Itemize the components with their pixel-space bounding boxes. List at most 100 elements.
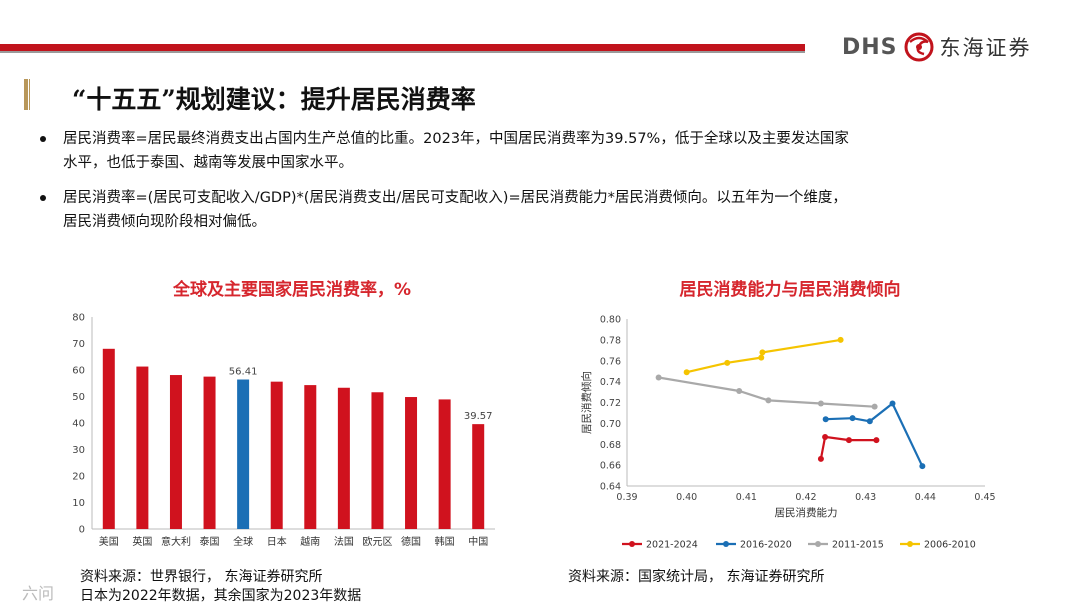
header-red-bar [0, 44, 805, 51]
brand-logo: DHS 东海证券 [842, 30, 1032, 64]
x-tick-label: 泰国 [200, 535, 220, 548]
title-accent-bar [24, 79, 28, 110]
x-tick-label: 韩国 [435, 535, 455, 548]
bar [102, 348, 115, 529]
data-label: 39.57 [464, 411, 493, 422]
legend-label: 2021-2024 [646, 540, 698, 551]
series-point [889, 400, 896, 407]
bar [371, 392, 384, 529]
data-label: 56.41 [229, 367, 258, 378]
bar [203, 376, 216, 529]
y-tick-label: 0.80 [600, 315, 621, 326]
legend-swatch-point [723, 541, 729, 547]
title-accent-line [29, 79, 30, 110]
x-tick-label: 中国 [468, 535, 488, 548]
legend-swatch-point [907, 541, 913, 547]
bullet-list: 居民消费率=居民最终消费支出占国内生产总值的比重。2023年，中国居民消费率为3… [40, 127, 1010, 245]
series-point [873, 437, 880, 444]
x-tick-label: 法国 [334, 535, 354, 548]
series-point [683, 369, 690, 376]
legend-label: 2006-2010 [924, 540, 976, 551]
series-point [817, 400, 824, 407]
y-tick-label: 0.70 [600, 419, 621, 430]
y-tick-label: 40 [72, 419, 85, 430]
series-point [845, 437, 852, 444]
bar [169, 375, 182, 529]
source-note-right: 资料来源：国家统计局， 东海证券研究所 [568, 569, 825, 585]
x-tick-label: 0.40 [676, 492, 697, 503]
bar-chart-title: 全球及主要国家居民消费率，% [172, 280, 412, 300]
watermark: 六问 [22, 584, 55, 603]
series-point [822, 433, 829, 440]
bullet-dot [40, 195, 46, 201]
source-left-line: 资料来源：世界银行， 东海证券研究所 [80, 569, 323, 585]
y-tick-label: 0 [79, 525, 85, 536]
bar [237, 379, 250, 529]
y-tick-label: 80 [72, 313, 85, 324]
bullet-line: 居民消费倾向现阶段相对偏低。 [63, 214, 266, 230]
series-line [825, 401, 924, 467]
y-tick-label: 60 [72, 366, 85, 377]
bar [438, 399, 451, 529]
series-point [822, 416, 829, 423]
bullet-line: 居民消费率=居民最终消费支出占国内生产总值的比重。2023年，中国居民消费率为3… [63, 131, 849, 147]
series-point [817, 455, 824, 462]
brand-latin: DHS [842, 34, 898, 60]
y-tick-label: 30 [72, 445, 85, 456]
series-point [724, 359, 731, 366]
bullet-line: 居民消费率=(居民可支配收入/GDP)*(居民消费支出/居民可支配收入)=居民消… [63, 190, 847, 206]
series-point [837, 336, 844, 343]
series-point [759, 349, 766, 356]
legend-swatch-point [815, 541, 821, 547]
x-tick-label: 美国 [99, 535, 119, 548]
x-tick-label: 0.42 [795, 492, 816, 503]
bar [136, 366, 149, 529]
bullet-line: 水平，也低于泰国、越南等发展中国家水平。 [63, 155, 353, 171]
bullet-item: 居民消费率=(居民可支配收入/GDP)*(居民消费支出/居民可支配收入)=居民消… [40, 186, 1010, 234]
series-point [765, 397, 772, 404]
y-tick-label: 10 [72, 498, 85, 509]
series-point [655, 374, 662, 381]
x-tick-label: 欧元区 [362, 536, 392, 548]
series-point [871, 403, 878, 410]
y-tick-label: 0.68 [600, 440, 621, 451]
x-tick-label: 0.44 [915, 492, 936, 503]
x-tick-label: 0.45 [974, 492, 995, 503]
series-point [849, 415, 856, 422]
y-tick-label: 50 [72, 392, 85, 403]
x-tick-label: 0.39 [616, 492, 637, 503]
bar-chart: 0 10 20 30 40 50 60 70 80 美国 英国 意大利 泰国 全球 56.41 日本 越南 法国欧… [72, 313, 495, 548]
y-axis-title: 居民消费倾向 [580, 371, 593, 434]
legend-label: 2016-2020 [740, 540, 792, 551]
y-tick-label: 0.66 [600, 461, 621, 472]
header-gray-bar [0, 51, 805, 53]
y-tick-label: 0.64 [600, 482, 621, 493]
x-tick-label: 0.41 [736, 492, 757, 503]
series-point [758, 354, 765, 361]
y-tick-label: 0.72 [600, 398, 621, 409]
x-axis-title: 居民消费能力 [775, 506, 838, 519]
series-point [736, 388, 743, 395]
x-tick-label: 0.43 [855, 492, 876, 503]
x-tick-label: 意大利 [161, 535, 191, 548]
bullet-item: 居民消费率=居民最终消费支出占国内生产总值的比重。2023年，中国居民消费率为3… [40, 127, 1010, 175]
scatter-line-chart: 0.39 0.40 0.41 0.42 0.43 0.44 0.45 0.64 0.66 0.68… [580, 315, 996, 551]
source-note-left: 资料来源：世界银行， 东海证券研究所 日本为2022年数据，其余国家为2023年… [80, 568, 361, 606]
bar [270, 381, 283, 529]
bar [472, 424, 485, 529]
y-tick-label: 70 [72, 339, 85, 350]
y-tick-label: 20 [72, 472, 85, 483]
scatter-chart-title: 居民消费能力与居民消费倾向 [679, 280, 901, 300]
series-line [819, 435, 877, 460]
y-tick-label: 0.74 [600, 377, 621, 388]
brand-chinese: 东海证券 [939, 36, 1032, 60]
y-tick-label: 0.78 [600, 335, 621, 346]
y-tick-label: 0.76 [600, 356, 621, 367]
series-point [919, 463, 926, 470]
series-point [866, 418, 873, 425]
legend-label: 2011-2015 [832, 540, 884, 551]
bullet-dot [40, 136, 46, 142]
page-title: “十五五”规划建议：提升居民消费率 [72, 85, 476, 114]
dragon-emblem-icon [904, 32, 934, 62]
x-tick-label: 全球 [233, 535, 253, 548]
